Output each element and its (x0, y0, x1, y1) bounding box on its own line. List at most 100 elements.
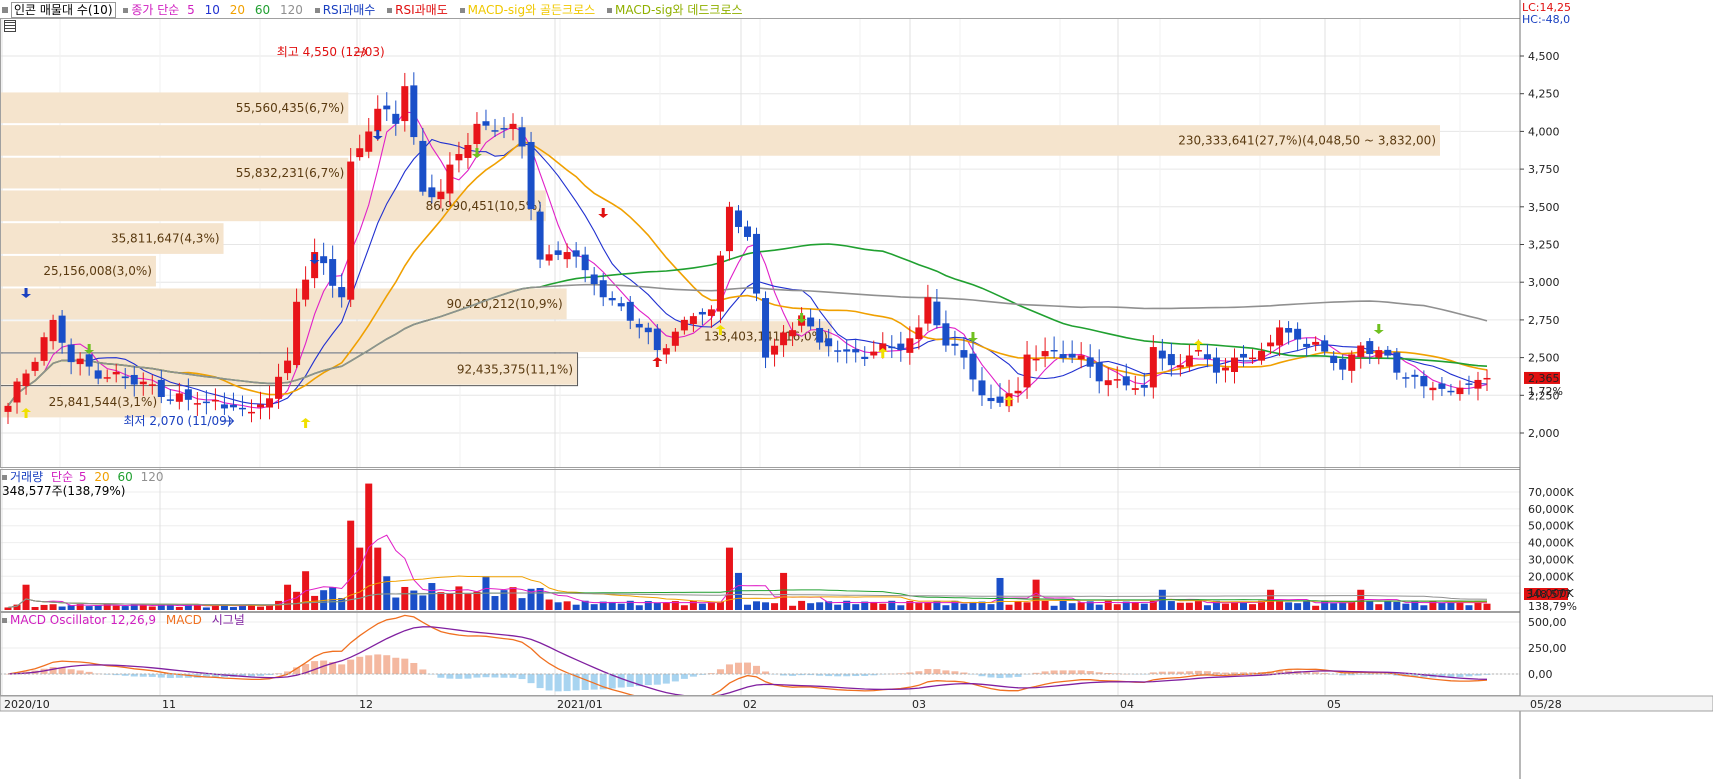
candle (211, 388, 219, 411)
candle-body (500, 128, 508, 130)
candle (1032, 345, 1040, 372)
macd-oscillator-bar (419, 669, 427, 674)
macd-oscillator-bar (1032, 672, 1040, 674)
candle-body (951, 343, 959, 346)
volume-profile-label: 55,832,231(6,7%) (236, 166, 345, 180)
candle-body (1032, 358, 1040, 361)
candle (960, 336, 968, 370)
signal-arrow-icon (372, 130, 383, 140)
indicator-label[interactable]: 인콘 매물대 수(10) (11, 2, 116, 18)
candle-body (121, 376, 129, 379)
macd-oscillator-bar (1149, 672, 1157, 674)
candle (771, 338, 779, 367)
low-arrow-icon (221, 416, 235, 426)
volume-bar (347, 520, 355, 610)
macd-golden-label[interactable]: MACD-sig와 골든크로스 (467, 3, 596, 17)
vol-ma5-label[interactable]: 5 (78, 470, 87, 484)
bullet-icon (314, 8, 320, 13)
candle-body (1140, 384, 1148, 388)
signal-arrow-icon (652, 357, 663, 367)
volume-bar (653, 602, 661, 610)
ma20-label[interactable]: 20 (229, 3, 246, 17)
volume-bar (987, 604, 995, 610)
macd-oscillator-bar (383, 655, 391, 674)
candles[interactable] (4, 72, 1491, 424)
rsi-buy-label[interactable]: RSI과매수 (322, 3, 376, 17)
candle (1420, 370, 1428, 399)
macd-oscillator-bar (662, 674, 670, 684)
volume-ma-label[interactable]: 단순 (50, 470, 74, 484)
volume-bar (40, 604, 48, 610)
volume-bar (942, 605, 950, 610)
macd-oscillator-bar (734, 662, 742, 674)
macd-oscillator-bar (94, 673, 102, 675)
ma60-label[interactable]: 60 (254, 3, 271, 17)
candle (987, 384, 995, 409)
last-volume-tag (1524, 588, 1568, 600)
volume-bar (888, 600, 896, 610)
signal-label[interactable]: 시그널 (211, 613, 245, 627)
candle (1267, 334, 1275, 355)
ma10-label[interactable]: 10 (204, 3, 220, 17)
candle-body (924, 297, 932, 324)
macd-oscillator-bar (960, 672, 968, 674)
macd-oscillator-bar (816, 674, 824, 676)
candle-body (843, 349, 851, 352)
candle (861, 346, 869, 367)
grid-toggle-icon[interactable] (4, 20, 16, 32)
ma5-label[interactable]: 5 (187, 3, 195, 17)
candle (888, 335, 896, 359)
rsi-sell-label[interactable]: RSI과매도 (395, 3, 448, 17)
macd-osc-label[interactable]: MACD Oscillator 12,26,9 (10, 613, 157, 627)
candle-body (112, 371, 120, 375)
candle-body (356, 148, 364, 158)
ma-label[interactable]: 종가 단순 (131, 3, 180, 17)
macd-panel[interactable] (0, 614, 1520, 703)
volume-bar (103, 604, 111, 610)
volume-bar (464, 594, 472, 610)
candle-body (771, 345, 779, 355)
candle-body (1402, 377, 1410, 379)
candle-body (67, 344, 75, 363)
macd-dead-label[interactable]: MACD-sig와 데드크로스 (614, 3, 743, 17)
volume-bar (1032, 579, 1040, 610)
macd-oscillator-bar (1240, 672, 1248, 674)
candle (518, 116, 526, 159)
candle-body (130, 374, 138, 385)
volume-label[interactable]: 거래량 (10, 470, 44, 484)
volume-bar (1203, 605, 1211, 610)
candle-body (1240, 353, 1248, 358)
candle (112, 363, 120, 383)
candle-body (671, 331, 679, 346)
macd-oscillator-bar (338, 664, 346, 674)
macd-oscillator-bar (58, 667, 66, 674)
volume-bar (834, 604, 842, 610)
candle (1447, 383, 1455, 396)
macd-oscillator-bar (302, 664, 310, 674)
vol-ma20-label[interactable]: 20 (94, 470, 110, 484)
candle (1456, 380, 1464, 401)
candle-body (22, 373, 30, 387)
candle-body (311, 252, 319, 279)
macd-oscillator-bar (671, 674, 679, 682)
vol-ma120-label[interactable]: 120 (140, 470, 164, 484)
candle-body (563, 252, 571, 260)
candle-body (1330, 355, 1338, 364)
candle-body (1194, 350, 1202, 352)
candle (635, 318, 643, 339)
ma120-label[interactable]: 120 (279, 3, 303, 17)
macd-oscillator-bar (238, 674, 246, 677)
volume-bar (1402, 603, 1410, 610)
candle-body (852, 349, 860, 353)
vol-ma60-label[interactable]: 60 (117, 470, 133, 484)
macd-oscillator-bar (1348, 674, 1356, 676)
candle (13, 378, 21, 414)
macd-oscillator-bar (410, 662, 418, 674)
volume-bar (121, 606, 129, 610)
macd-label[interactable]: MACD (165, 613, 202, 627)
volume-profile-label: 92,435,375(11,1%) (457, 362, 573, 376)
volume-ma20-line (7, 575, 1488, 608)
candle-body (1429, 387, 1437, 391)
